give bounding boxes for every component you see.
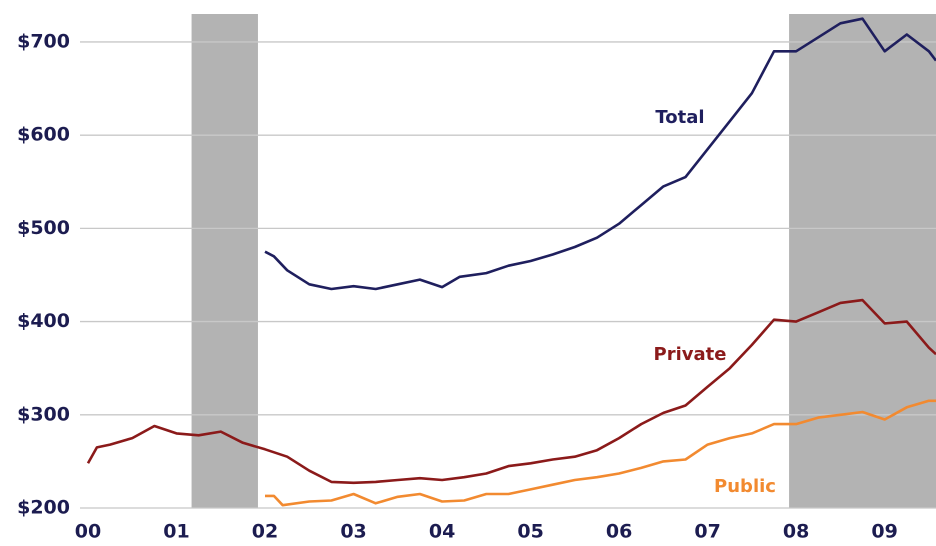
series-line — [264, 17, 936, 291]
recession-band — [789, 14, 936, 508]
x-tick-label: 06 — [606, 521, 632, 543]
series-line — [265, 399, 936, 507]
series-label: Private — [654, 344, 727, 365]
series-label: Total — [655, 107, 704, 128]
x-tick-label: 00 — [75, 521, 101, 543]
y-tick-label: $200 — [17, 497, 70, 519]
x-tick-label: 08 — [783, 521, 809, 543]
y-tick-label: $500 — [17, 217, 70, 239]
x-tick-label: 04 — [429, 521, 455, 543]
x-tick-label: 05 — [517, 521, 543, 543]
x-tick-label: 09 — [871, 521, 897, 543]
x-tick-label: 03 — [340, 521, 366, 543]
y-tick-label: $600 — [17, 124, 70, 146]
y-tick-label: $400 — [17, 310, 70, 332]
series-line — [86, 298, 936, 485]
x-tick-label: 01 — [163, 521, 189, 543]
x-tick-label: 07 — [694, 521, 720, 543]
x-tick-label: 02 — [252, 521, 278, 543]
y-tick-label: $700 — [17, 30, 70, 52]
y-tick-label: $300 — [17, 403, 70, 425]
recession-band — [191, 14, 258, 508]
series-label: Public — [714, 476, 776, 497]
